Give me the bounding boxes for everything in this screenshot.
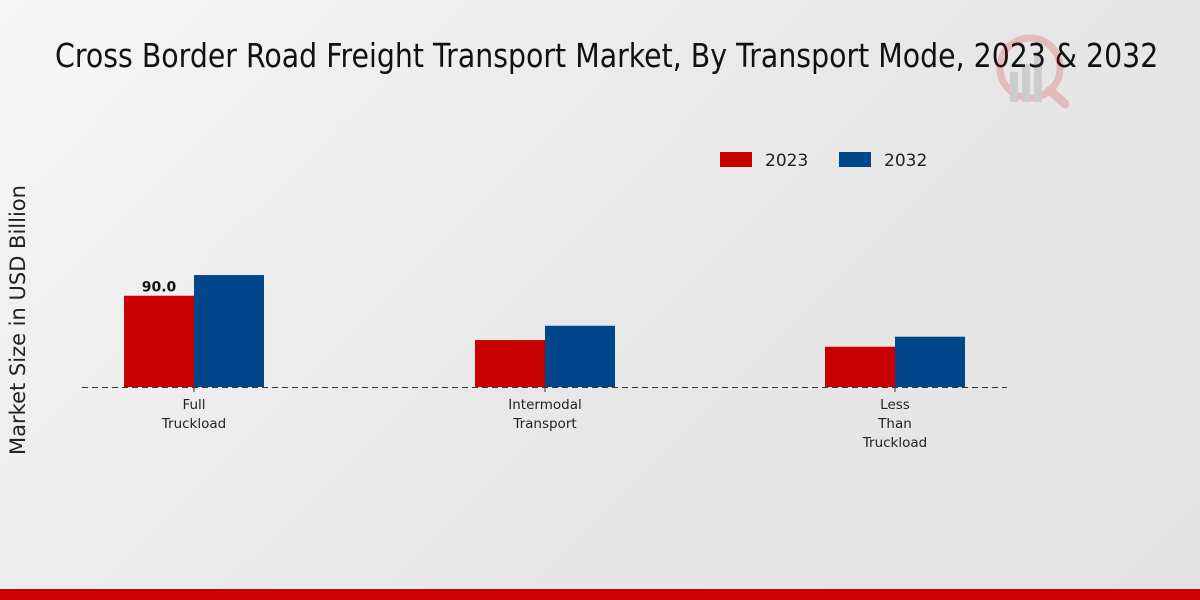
bar-2023-2 [825,346,895,387]
x-tick-label: Full [182,397,205,413]
x-tick-label: Less [880,397,910,413]
chart-title: Cross Border Road Freight Transport Mark… [55,36,1159,75]
x-tick-label: Truckload [161,416,226,432]
data-label: 90.0 [142,280,177,296]
bar-2032-1 [545,325,615,387]
footer-bar [0,589,1200,600]
x-tick-label: Truckload [862,435,927,451]
x-tick-label: Than [877,416,912,432]
bar-2032-2 [895,336,965,387]
bar-2032-0 [194,275,264,387]
legend-label-2032: 2032 [884,151,927,171]
legend-swatch-2023 [720,152,752,167]
legend-label-2023: 2023 [765,151,808,171]
x-tick-label: Intermodal [508,397,581,413]
bar-2023-1 [475,340,545,387]
watermark-logo [996,34,1070,109]
legend-swatch-2032 [839,152,871,167]
bar-2023-0 [124,295,194,387]
x-tick-label: Transport [512,416,576,432]
